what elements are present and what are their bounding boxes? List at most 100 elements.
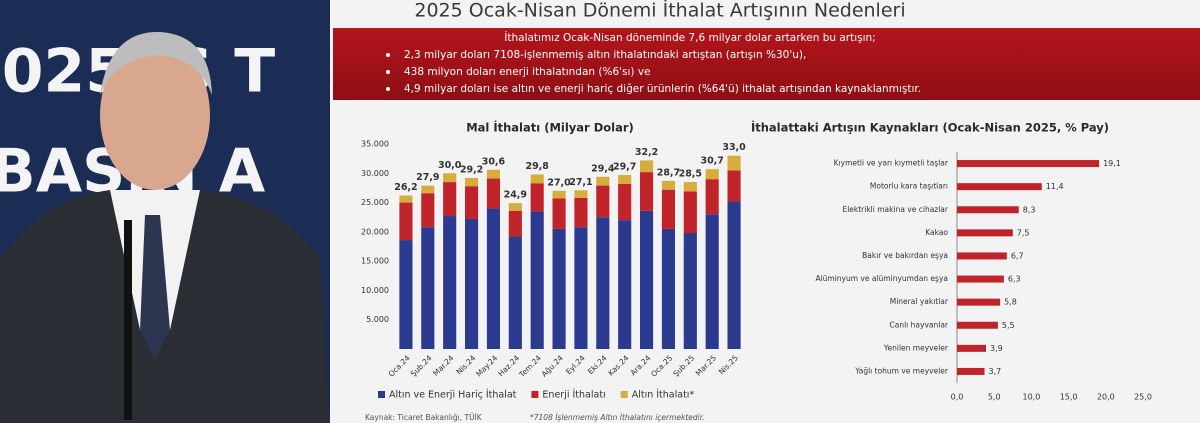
bar-segment	[574, 197, 588, 228]
bar-segment	[443, 173, 457, 183]
slide-title: 2025 Ocak-Nisan Dönemi İthalat Artışının…	[414, 0, 905, 22]
value-label: 6,3	[1008, 275, 1021, 284]
bar-segment	[574, 227, 588, 349]
bullet	[386, 70, 390, 74]
bar-segment	[552, 190, 566, 199]
bar-segment	[399, 202, 413, 241]
y-tick-label: Mineral yakıtlar	[890, 297, 949, 306]
x-tick-label: 15,0	[1060, 393, 1078, 402]
bullet-list: 2,3 milyar doları 7108-işlenmemiş altın …	[386, 49, 921, 95]
total-label: 29,4	[591, 163, 615, 174]
total-label: 26,2	[394, 182, 417, 193]
face	[100, 40, 210, 190]
bar-segment	[486, 178, 500, 209]
bar-segment	[530, 183, 544, 212]
banner	[333, 28, 1200, 100]
y-tick-label: Bakır ve bakırdan eşya	[862, 251, 948, 260]
legend-label: Altın İthalatı*	[632, 390, 695, 401]
bar-segment	[596, 217, 610, 349]
bar-segment	[640, 210, 654, 349]
source: Kaynak: Ticaret Bakanlığı, TÜİK	[365, 413, 483, 422]
y-tick-label: 10.000	[361, 286, 389, 295]
legend-swatch	[620, 391, 628, 398]
y-tick-label: Alüminyum ve alüminyumdan eşya	[815, 274, 948, 283]
bar	[957, 275, 1004, 283]
bar	[957, 321, 998, 329]
bar-segment	[727, 201, 741, 349]
bar-segment	[683, 182, 697, 192]
total-label: 28,5	[679, 169, 702, 180]
bar	[957, 367, 985, 375]
bullet-text: 4,9 milyar doları ise altın ve enerji ha…	[404, 83, 921, 95]
bar-segment	[486, 169, 500, 179]
bar-segment	[618, 220, 632, 349]
value-label: 7,5	[1017, 228, 1030, 237]
bar-segment	[683, 233, 697, 349]
bar-segment	[465, 186, 479, 219]
value-label: 5,8	[1004, 298, 1017, 307]
x-tick-label: 10,0	[1022, 393, 1040, 402]
value-label: 3,9	[990, 344, 1003, 353]
bar	[957, 229, 1013, 237]
total-label: 29,8	[525, 161, 549, 172]
bar-segment	[399, 240, 413, 349]
footnote: *7108 İşlenmemiş Altın İthalatını içerme…	[530, 413, 705, 422]
bar-segment	[421, 227, 435, 349]
bar-segment	[574, 190, 588, 198]
bar-segment	[618, 175, 632, 184]
bar-segment	[640, 160, 654, 173]
bar-segment	[683, 191, 697, 234]
legend-label: Altın ve Enerji Hariç İthalat	[389, 390, 517, 401]
bar-segment	[508, 210, 522, 237]
bar-segment	[705, 169, 719, 180]
bar-segment	[465, 218, 479, 349]
bar-segment	[530, 174, 544, 184]
bar	[957, 252, 1007, 260]
y-tick-label: Motorlu kara taşıtları	[870, 182, 948, 191]
total-label: 27,1	[569, 177, 592, 188]
total-label: 33,0	[722, 142, 746, 153]
y-tick-label: 5.000	[366, 315, 389, 324]
microphone	[124, 220, 132, 420]
bar	[957, 183, 1042, 191]
y-tick-label: Kakao	[925, 228, 948, 237]
bar	[957, 160, 1100, 168]
bar-segment	[661, 228, 675, 349]
bar-segment	[530, 211, 544, 349]
bar-segment	[508, 203, 522, 211]
y-tick-label: Canlı hayvanlar	[890, 320, 949, 329]
value-label: 8,3	[1023, 205, 1036, 214]
bullet	[386, 53, 390, 57]
y-tick-label: Yenilen meyveler	[883, 343, 949, 352]
total-label: 32,2	[635, 147, 658, 158]
y-tick-label: 30.000	[361, 169, 389, 178]
y-tick-label: 25.000	[361, 198, 389, 207]
x-tick-label: 5,0	[988, 393, 1001, 402]
total-label: 30,0	[438, 160, 462, 171]
bullet	[386, 87, 390, 91]
y-tick-label: Elektrikli makina ve cihazlar	[842, 205, 948, 214]
bar-segment	[596, 185, 610, 218]
bar-segment	[705, 179, 719, 215]
chart-title: İthalattaki Artışın Kaynakları (Ocak-Nis…	[751, 120, 1109, 135]
chart-title: Mal İthalatı (Milyar Dolar)	[466, 120, 634, 135]
banner-intro: İthalatımız Ocak-Nisan döneminde 7,6 mil…	[504, 31, 875, 44]
bar-segment	[661, 189, 675, 229]
bar-segment	[508, 236, 522, 349]
legend-label: Enerji İthalatı	[542, 390, 605, 401]
bar-segment	[486, 208, 500, 349]
bar-segment	[596, 176, 610, 186]
legend-swatch	[378, 391, 385, 398]
bar-segment	[443, 216, 457, 349]
value-label: 5,5	[1002, 321, 1015, 330]
total-label: 29,7	[613, 162, 636, 173]
legend-swatch	[531, 391, 539, 398]
x-tick-label: 20,0	[1097, 393, 1115, 402]
y-tick-label: Yağlı tohum ve meyveler	[854, 366, 949, 375]
value-label: 19,1	[1103, 159, 1121, 168]
bar-segment	[552, 198, 566, 229]
bar	[957, 344, 987, 352]
tie	[140, 215, 170, 360]
total-label: 27,0	[547, 177, 571, 188]
